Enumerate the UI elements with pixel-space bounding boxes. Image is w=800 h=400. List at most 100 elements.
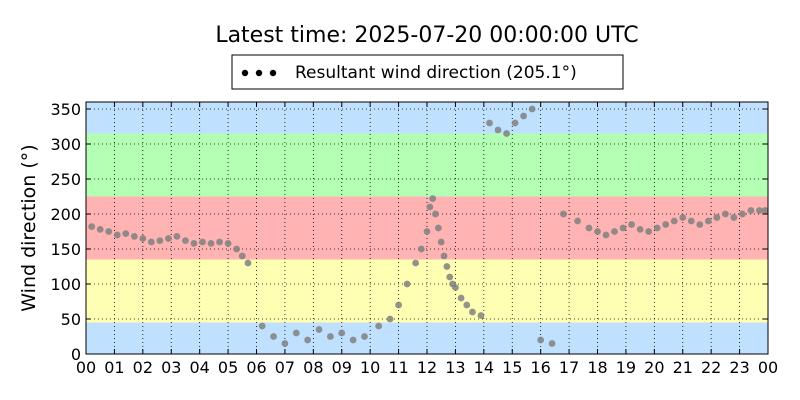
y-tick-label: 200 bbox=[50, 205, 81, 224]
legend-label: Resultant wind direction (205.1°) bbox=[295, 63, 577, 83]
data-point bbox=[452, 284, 459, 291]
data-point bbox=[88, 223, 96, 231]
data-point bbox=[645, 228, 653, 235]
legend: Resultant wind direction (205.1°) bbox=[231, 54, 624, 90]
data-point bbox=[238, 252, 246, 260]
data-point bbox=[756, 207, 763, 214]
data-point bbox=[156, 237, 164, 245]
x-tick-label: 17 bbox=[559, 358, 579, 377]
data-point bbox=[233, 245, 241, 253]
legend-marker bbox=[269, 69, 277, 77]
x-tick-label: 10 bbox=[360, 358, 380, 377]
x-tick-label: 18 bbox=[587, 358, 607, 377]
data-point bbox=[190, 240, 198, 247]
x-tick-label: 03 bbox=[161, 358, 181, 377]
x-tick-label: 00 bbox=[758, 358, 778, 377]
data-point bbox=[386, 315, 394, 323]
data-point bbox=[423, 228, 431, 235]
data-point bbox=[761, 207, 769, 214]
data-point bbox=[739, 210, 746, 218]
data-point bbox=[463, 301, 471, 309]
data-point bbox=[375, 322, 383, 330]
x-axis-ticks: 00 01 02 03 04 05 06 07 08 09 10 11 12 13 14 15 16 17 18 19… bbox=[76, 102, 778, 377]
data-point bbox=[730, 214, 738, 221]
x-tick-label: 06 bbox=[246, 358, 266, 377]
data-point bbox=[653, 224, 661, 232]
direction-band bbox=[86, 102, 768, 134]
data-point bbox=[199, 238, 206, 246]
data-point bbox=[494, 126, 502, 134]
data-point bbox=[105, 228, 113, 235]
x-tick-label: 00 bbox=[76, 358, 96, 377]
x-tick-label: 15 bbox=[502, 358, 522, 377]
data-point bbox=[696, 221, 704, 228]
data-point bbox=[486, 119, 493, 127]
chart-title: Latest time: 2025-07-20 00:00:00 UTC bbox=[215, 23, 638, 48]
data-point bbox=[281, 340, 289, 347]
data-point bbox=[130, 233, 138, 240]
data-point bbox=[574, 217, 582, 225]
data-point bbox=[636, 226, 644, 233]
data-point bbox=[113, 231, 121, 239]
data-points bbox=[88, 105, 769, 347]
legend-box bbox=[231, 54, 624, 90]
data-point bbox=[403, 280, 411, 288]
y-tick-label: 0 bbox=[71, 345, 81, 364]
data-point bbox=[537, 336, 545, 344]
data-point bbox=[258, 322, 266, 330]
data-point bbox=[511, 119, 519, 127]
x-tick-label: 01 bbox=[104, 358, 124, 377]
data-point bbox=[429, 195, 437, 203]
data-point bbox=[440, 252, 448, 260]
data-point bbox=[349, 336, 357, 344]
data-point bbox=[443, 263, 451, 270]
x-tick-label: 23 bbox=[729, 358, 749, 377]
data-point bbox=[446, 273, 454, 281]
x-tick-label: 08 bbox=[303, 358, 323, 377]
y-tick-label: 100 bbox=[50, 275, 81, 294]
x-tick-label: 13 bbox=[445, 358, 465, 377]
data-point bbox=[602, 231, 610, 239]
data-point bbox=[182, 237, 189, 245]
legend-marker bbox=[255, 69, 263, 77]
data-point bbox=[122, 230, 130, 238]
x-tick-label: 09 bbox=[332, 358, 352, 377]
data-point bbox=[619, 224, 627, 232]
data-point bbox=[713, 214, 721, 221]
data-point bbox=[670, 217, 678, 225]
x-tick-label: 21 bbox=[673, 358, 693, 377]
data-point bbox=[679, 214, 687, 221]
data-point bbox=[216, 238, 223, 246]
x-tick-label: 19 bbox=[616, 358, 636, 377]
data-point bbox=[244, 259, 252, 267]
data-point bbox=[704, 217, 712, 225]
x-tick-label: 20 bbox=[644, 358, 664, 377]
data-point bbox=[611, 228, 618, 235]
data-point bbox=[361, 333, 368, 340]
data-point bbox=[662, 221, 670, 228]
data-point bbox=[520, 112, 528, 120]
data-point bbox=[147, 238, 155, 246]
data-point bbox=[594, 228, 601, 235]
x-tick-label: 14 bbox=[474, 358, 494, 377]
data-point bbox=[477, 312, 485, 319]
data-point bbox=[326, 333, 334, 340]
x-tick-label: 22 bbox=[701, 358, 721, 377]
data-point bbox=[548, 340, 556, 347]
data-point bbox=[139, 235, 147, 242]
data-point bbox=[432, 210, 439, 218]
data-point bbox=[395, 301, 402, 309]
data-point bbox=[417, 245, 425, 253]
y-tick-label: 150 bbox=[50, 240, 81, 259]
data-point bbox=[224, 240, 232, 247]
data-point bbox=[270, 333, 277, 340]
data-point bbox=[426, 203, 434, 211]
x-tick-label: 04 bbox=[189, 358, 209, 377]
data-point bbox=[304, 336, 312, 344]
direction-bands bbox=[86, 102, 768, 354]
y-axis-ticks: 0 50 100 150 200 250 300 350 bbox=[50, 100, 768, 364]
data-point bbox=[503, 130, 510, 137]
x-tick-label: 11 bbox=[388, 358, 408, 377]
data-point bbox=[315, 326, 323, 333]
